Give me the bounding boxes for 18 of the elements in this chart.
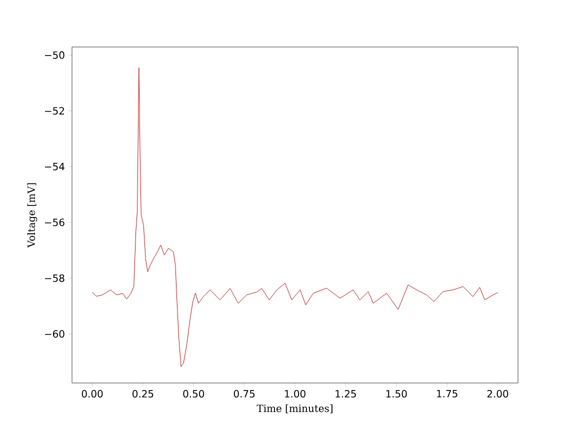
x-tick-label: 0.50 <box>183 390 204 398</box>
x-tick-label: 0.00 <box>82 390 103 398</box>
x-tick-label: 2.00 <box>487 390 508 398</box>
y-tick-label: −54 <box>45 162 64 170</box>
y-tick-label: −50 <box>45 51 64 59</box>
y-axis-title: Voltage [mV] <box>27 183 38 248</box>
line-series <box>92 67 498 367</box>
x-axis-title: Time [minutes] <box>256 404 332 414</box>
y-tick-label: −58 <box>45 274 64 282</box>
x-tick-label: 0.75 <box>234 390 255 398</box>
y-tick-label: −56 <box>45 218 64 226</box>
x-tick-label: 0.25 <box>132 390 154 398</box>
y-tick-label: −52 <box>45 107 64 115</box>
x-tick-label: 1.00 <box>285 390 306 398</box>
x-tick-label: 1.75 <box>437 390 458 398</box>
y-tick-label: −60 <box>45 330 64 338</box>
x-tick-label: 1.50 <box>386 390 407 398</box>
x-tick-label: 1.25 <box>336 390 356 398</box>
